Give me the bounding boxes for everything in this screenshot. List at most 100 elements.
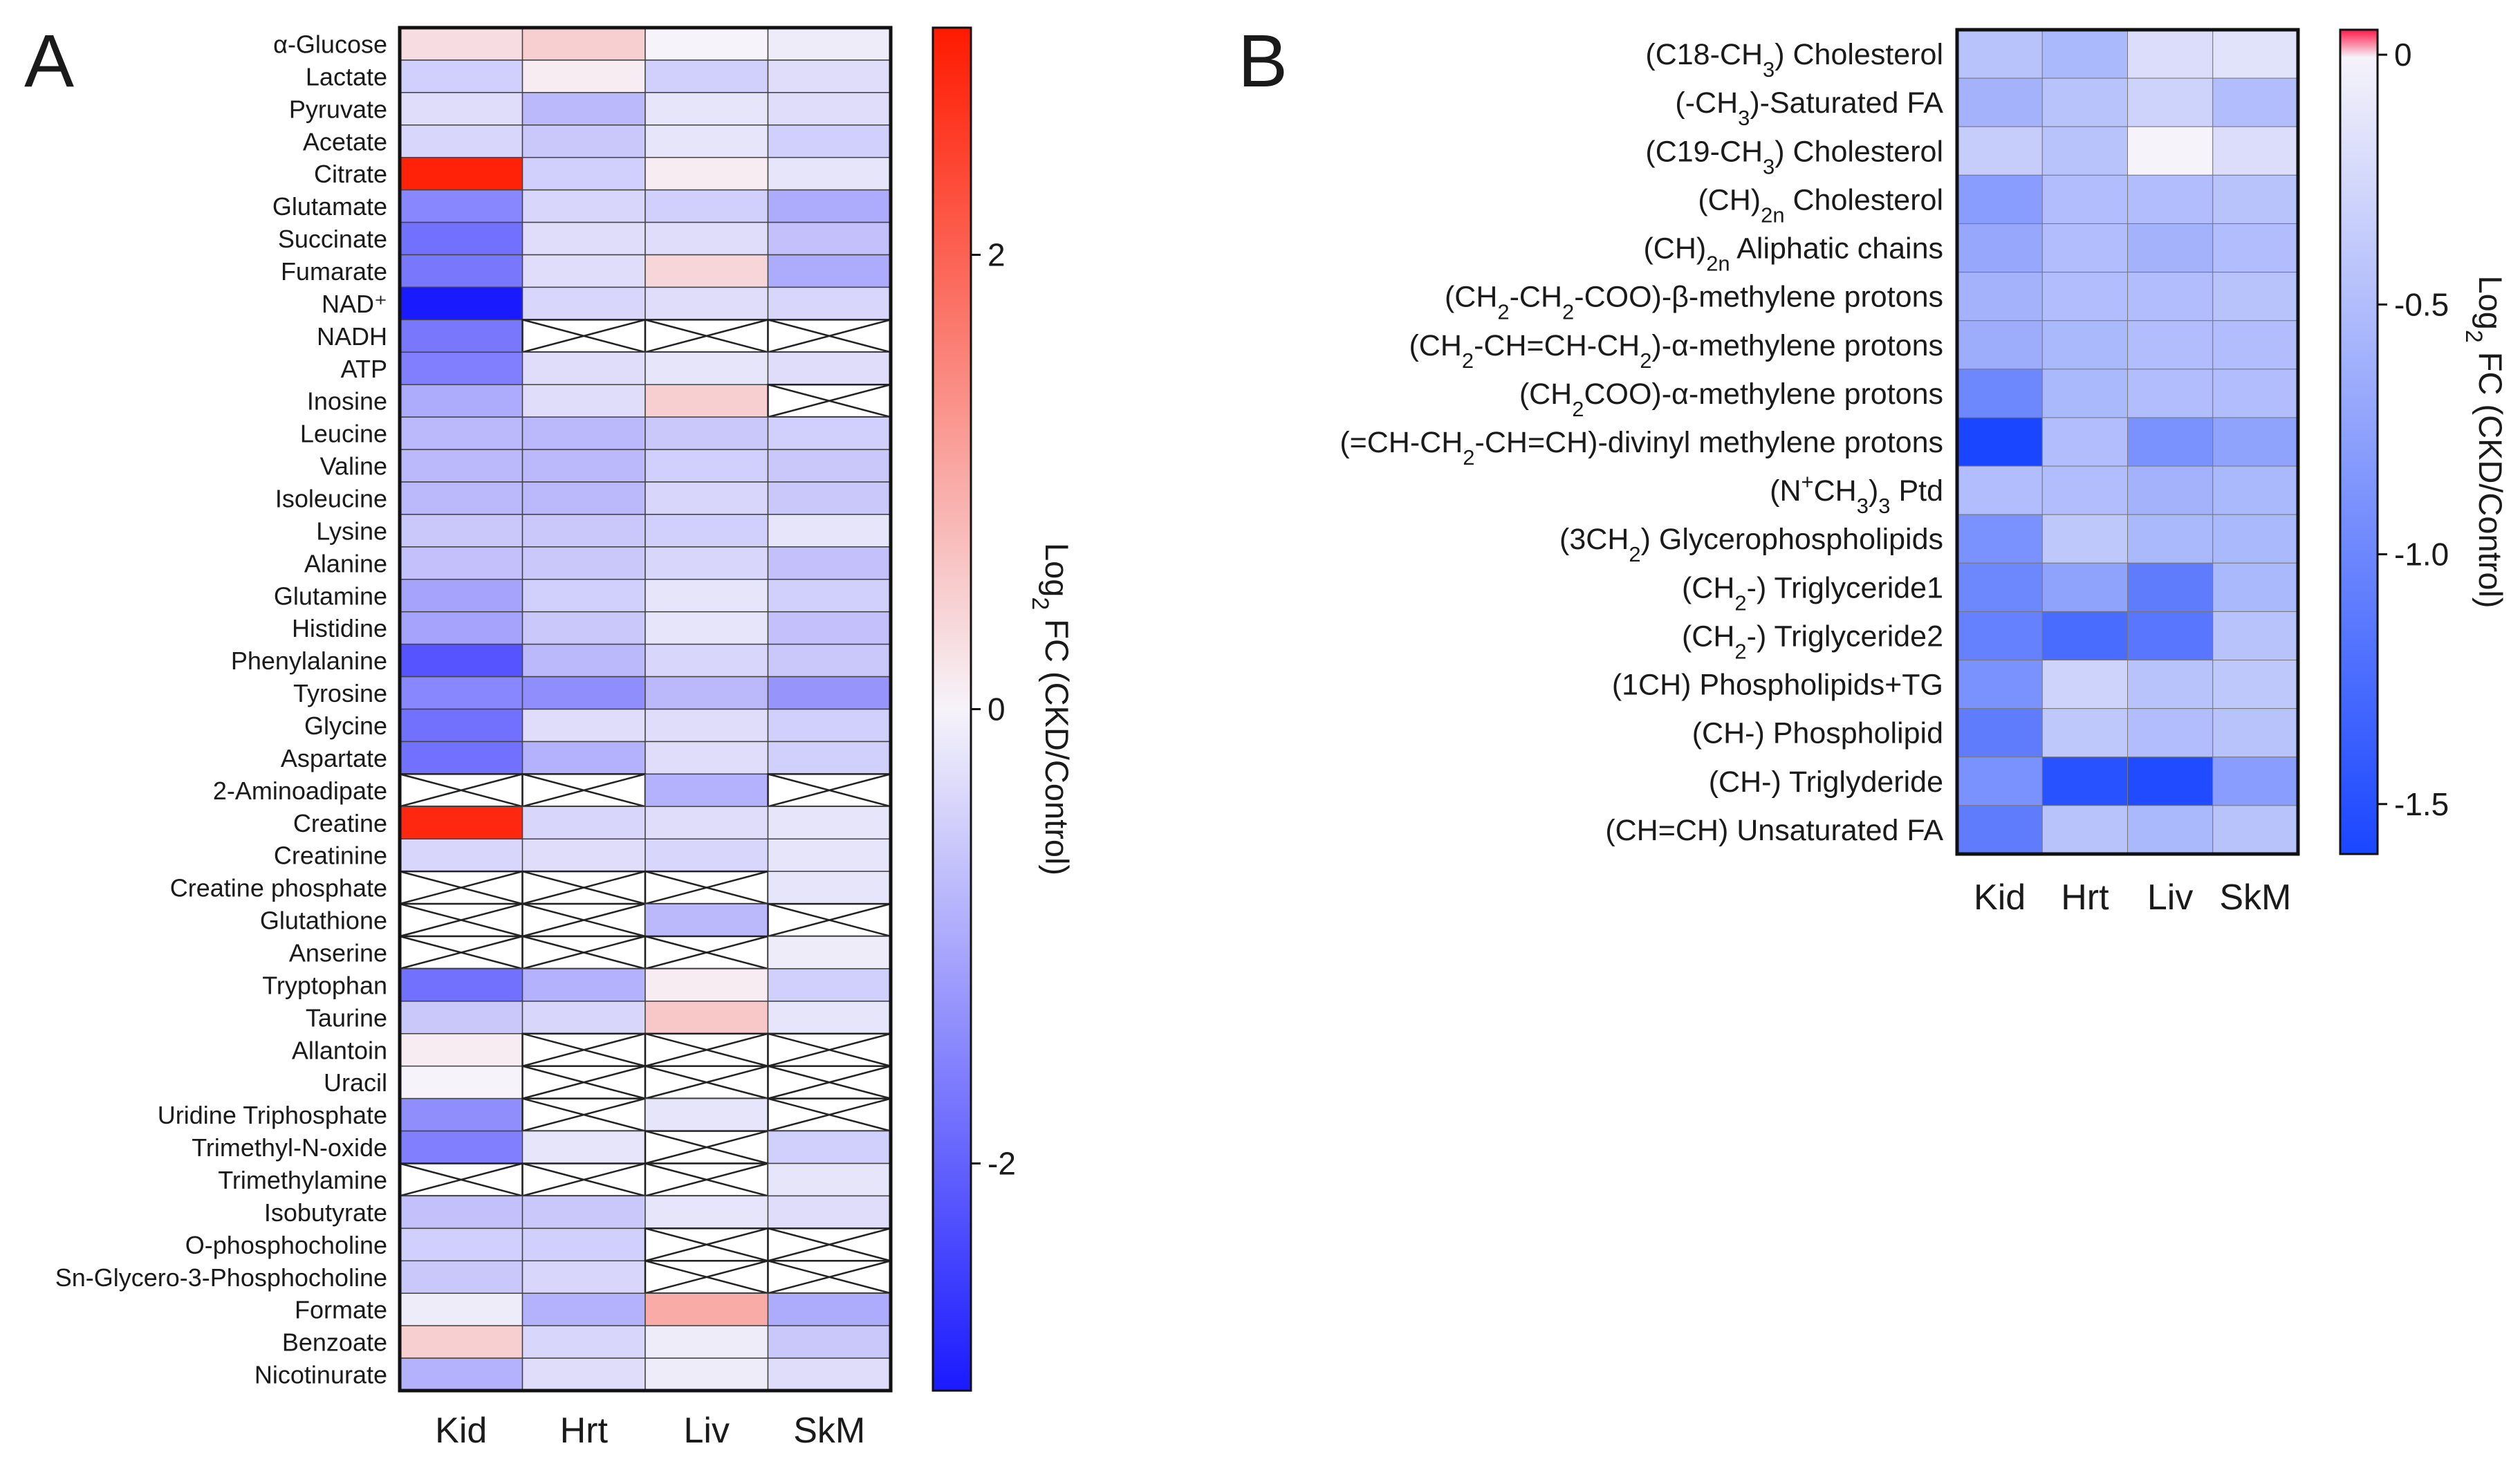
heatmap-b: (C18-CH3) Cholesterol(-CH3)-Saturated FA… [1340,28,2300,918]
a-cell [767,481,891,515]
a-cell [399,319,524,353]
a-cell [645,1357,769,1391]
a-row-label: Uridine Triphosphate [158,1101,387,1129]
a-cell [521,189,646,223]
a-row-label: O-phosphocholine [185,1231,387,1259]
b-cell [2127,223,2214,273]
b-cell [2127,369,2214,418]
a-col-label: Liv [684,1411,730,1451]
b-cell [2041,611,2128,661]
a-row-label: Tryptophan [262,971,387,999]
a-cell [521,384,646,418]
a-cell [399,416,524,450]
a-cell [399,1001,524,1034]
b-row-label: (C19-CH3) Cholesterol [1645,135,1943,178]
b-row-label: (CH-) Phospholipid [1692,717,1943,750]
a-cell [399,838,524,872]
a-row-label: Alanine [304,549,387,577]
a-row-label: Valine [320,452,387,481]
colorbar-b: 0 -0.5 -1.0 -1.5 Log2 FC (CKD/Control) [2339,28,2509,855]
a-cross-line [645,935,768,970]
b-colorbar-tick-label: -0.5 [2394,286,2449,322]
a-cell [399,254,524,288]
a-cross-line [645,1032,768,1067]
b-row-label: (3CH2) Glycerophospholipids [1559,523,1943,566]
a-cell [767,156,891,191]
panel-label-a: A [24,19,74,102]
a-cell [645,449,769,483]
a-cross-line [399,902,523,938]
b-cell [1956,126,2043,176]
a-row-label: Isobutyrate [264,1198,387,1227]
a-cell [645,481,769,515]
b-row-label: (CH)2n Aliphatic chains [1643,232,1943,276]
a-row-label: Leucine [300,420,387,448]
a-cell [767,1357,891,1391]
a-cell [645,579,769,613]
a-cross-line [645,1227,768,1262]
a-row-label: Sn-Glycero-3-Phosphocholine [55,1263,387,1292]
b-colorbar-tick-label: -1.5 [2394,786,2449,822]
a-cell [399,221,524,256]
a-cross-line [768,1097,891,1132]
a-cell [767,1130,891,1164]
a-row-label: Isoleucine [275,484,387,512]
a-cell [399,27,524,61]
a-cell [767,708,891,743]
b-cell [2127,611,2214,661]
b-cell [2127,77,2214,127]
a-cell [767,1001,891,1034]
a-cross-line [768,1065,891,1099]
a-cell [767,189,891,223]
b-cell [2041,320,2128,370]
a-cell [767,286,891,321]
a-cell [767,806,891,839]
b-cell [2127,660,2214,709]
b-cell [2041,174,2128,224]
a-cell [399,449,524,483]
b-row-label: (CH2-) Triglyceride1 [1682,571,1943,615]
a-cell [645,189,769,223]
b-cell [1956,77,2043,127]
b-cell [2212,320,2299,370]
b-cell [2041,126,2128,176]
b-colorbar-tick-label: -1.0 [2394,537,2449,573]
a-frame [398,26,893,1393]
b-row-label: (N+CH3)3 Ptd [1770,470,1943,518]
a-cell [399,1195,524,1229]
a-cross-line [645,1260,768,1294]
a-cell [521,416,646,450]
a-cell [521,643,646,678]
a-cross-line [522,1162,646,1197]
a-row-label: Trimethylamine [218,1166,387,1194]
a-row-label: Formate [295,1296,387,1324]
a-colorbar-scale [932,26,972,1392]
a-row-label: Acetate [303,127,387,156]
a-cell [767,546,891,580]
panel-label-b: B [1238,19,1288,102]
a-cell [645,1001,769,1034]
b-cell [2127,465,2214,515]
a-cross-line [522,870,646,905]
a-cell [767,741,891,775]
b-cell [1956,174,2043,224]
a-colorbar-tick-label: -2 [988,1146,1016,1182]
a-cell [645,124,769,158]
colorbar-a: 2 0 -2 Log2 FC (CKD/Control) [932,26,1075,1392]
a-cell [399,1227,524,1262]
a-cell [399,1065,524,1099]
a-cross-line [645,1065,768,1099]
a-cell [521,676,646,710]
a-cell [645,968,769,1002]
a-cell [399,1325,524,1359]
a-row-label: Lysine [316,517,387,545]
a-cross-line [522,319,646,353]
a-cell [645,156,769,191]
a-cell [399,708,524,743]
a-cross-line [645,870,768,905]
b-cell [1956,29,2043,79]
a-cell [399,1357,524,1391]
a-cell [645,286,769,321]
a-cell [645,254,769,288]
a-cell [767,1292,891,1326]
